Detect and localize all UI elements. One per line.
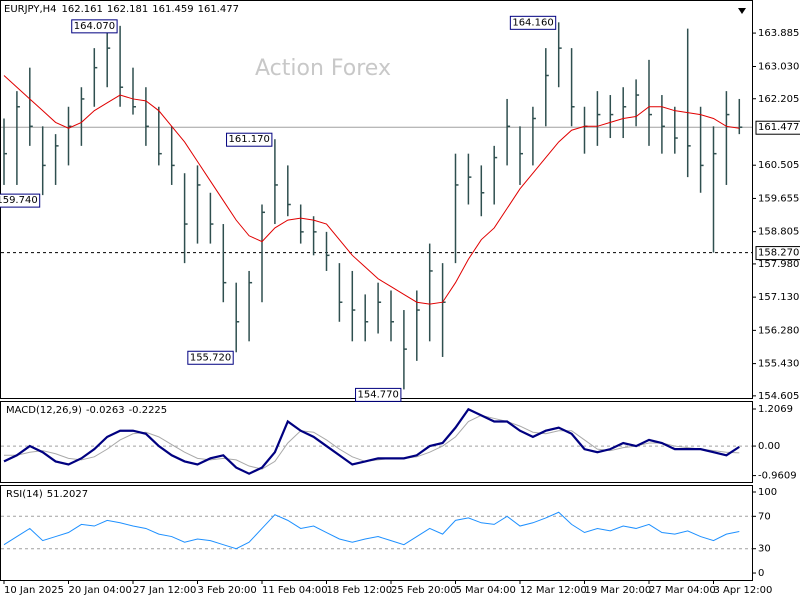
x-tick-label: 10 Jan 2025 [4, 585, 64, 596]
y-tick-label: 30 [758, 544, 771, 555]
price-label-box [755, 120, 800, 135]
y-tick-label: 156.280 [758, 325, 799, 336]
y-tick-label: 157.130 [758, 292, 799, 303]
x-tick-label: 27 Jan 12:00 [133, 585, 196, 596]
x-tick-label: 11 Feb 04:00 [262, 585, 328, 596]
header-value: 161.477 [198, 4, 239, 15]
header-value: -0.2225 [129, 405, 168, 416]
x-tick-label: 3 Feb 20:00 [198, 585, 257, 596]
header-value: -0.0263 [86, 405, 125, 416]
price-label-box [355, 387, 402, 402]
watermark: Action Forex [255, 56, 391, 81]
header-value: 51.2027 [47, 489, 88, 500]
x-tick-label: 19 Mar 20:00 [585, 585, 652, 596]
price-label: 164.160 [512, 17, 553, 28]
y-tick-label: 70 [758, 511, 771, 522]
macd-header: MACD(12,26,9) -0.0263 -0.2225 [6, 405, 167, 416]
series-line [3, 407, 740, 475]
y-tick-label: 160.505 [758, 160, 799, 171]
main-header: EURJPY,H4 162.161 162.181 161.459 161.477 [4, 4, 239, 15]
y-tick-label: 159.655 [758, 193, 799, 204]
y-tick-label: 163.885 [758, 28, 799, 39]
x-tick-label: 12 Mar 12:00 [520, 585, 587, 596]
panel-arrow [738, 8, 746, 14]
price-label: 161.477 [758, 122, 799, 133]
y-tick-label: 158.805 [758, 227, 799, 238]
macd-title: MACD(12,26,9) [6, 405, 82, 416]
rsi-panel [0, 485, 753, 581]
price-label-box [509, 15, 557, 30]
rsi-title: RSI(14) [6, 489, 43, 500]
header-value: 162.181 [107, 4, 148, 15]
x-tick-label: 3 Apr 12:00 [714, 585, 773, 596]
price-label: 155.720 [190, 352, 231, 363]
y-tick-label: 1.2069 [758, 404, 793, 415]
price-label-box [71, 19, 118, 34]
price-label: 158.270 [758, 248, 799, 259]
y-tick-label: 0.00 [758, 441, 780, 452]
y-tick-label: 162.205 [758, 94, 799, 105]
header-value: 162.161 [62, 4, 103, 15]
y-tick-label: 154.605 [758, 391, 799, 402]
price-label-box [226, 132, 273, 147]
price-label-box [0, 193, 41, 208]
y-tick-label: -0.9609 [758, 471, 797, 482]
y-tick-label: 155.430 [758, 359, 799, 370]
y-tick-label: 100 [758, 487, 777, 498]
series-line [3, 511, 740, 550]
price-label: 161.170 [229, 134, 270, 145]
y-tick-label: 0 [758, 568, 764, 579]
x-tick-label: 20 Jan 04:00 [69, 585, 132, 596]
price-label-box [755, 246, 800, 261]
x-tick-label: 18 Feb 12:00 [327, 585, 393, 596]
x-tick-label: 5 Mar 04:00 [456, 585, 516, 596]
rsi-header: RSI(14) 51.2027 [6, 489, 88, 500]
price-label-box [187, 350, 234, 365]
x-tick-label: 27 Mar 04:00 [649, 585, 716, 596]
x-tick-label: 25 Feb 20:00 [391, 585, 457, 596]
symbol: EURJPY,H4 [4, 4, 57, 15]
price-label: 159.740 [0, 195, 38, 206]
y-tick-label: 163.030 [758, 62, 799, 73]
price-label: 164.070 [74, 21, 115, 32]
y-tick-label: 157.980 [758, 259, 799, 270]
header-value: 161.459 [152, 4, 193, 15]
series-line [3, 75, 740, 305]
price-label: 154.770 [358, 389, 399, 400]
